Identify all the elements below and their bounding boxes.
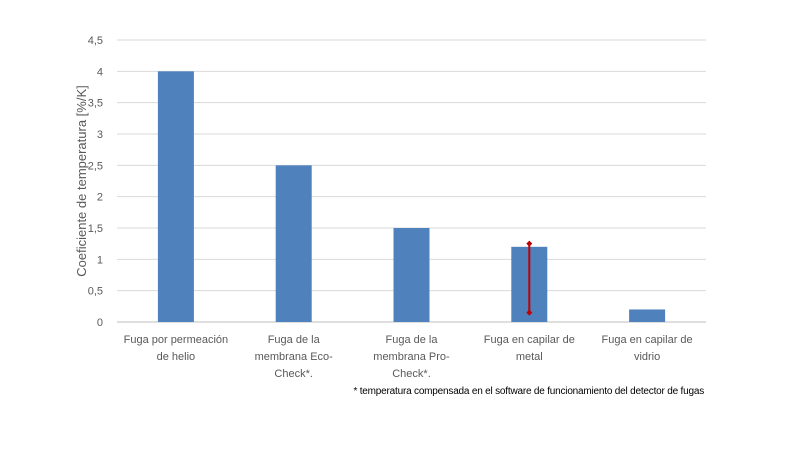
x-tick-label: vidrio [634,351,660,363]
y-tick-label: 1 [97,254,103,266]
x-tick-label: Fuga en capilar de [602,334,693,346]
x-tick-label: membrana Eco- [255,351,334,363]
bar [393,228,430,322]
y-tick-label: 3,5 [88,98,103,110]
x-tick-label: metal [516,351,543,363]
y-tick-label: 0,5 [88,286,103,298]
bar [157,71,194,322]
y-axis-label: Coeficiente de temperatura [%/K] [74,85,89,277]
x-tick-label: Fuga en capilar de [484,334,575,346]
y-tick-label: 0 [97,317,103,329]
x-tick-label: membrana Pro- [373,351,450,363]
bar [629,309,666,322]
x-tick-label: Fuga por permeación [124,334,229,346]
x-tick-label: Fuga de la [268,334,321,346]
y-tick-label: 1,5 [88,223,103,235]
error-bar-cap-bottom [526,309,533,316]
y-tick-label: 4,5 [88,35,103,47]
y-tick-label: 4 [97,66,103,78]
y-tick-label: 2,5 [88,160,103,172]
y-tick-label: 2 [97,192,103,204]
x-tick-label: Fuga de la [386,334,439,346]
y-tick-label: 3 [97,129,103,141]
bar [275,165,312,322]
x-tick-label: de helio [157,351,196,363]
error-bar-cap-top [526,240,533,247]
x-tick-label: Check*. [274,368,313,380]
x-tick-label: Check*. [392,368,431,380]
chart-footnote: * temperatura compensada en el software … [353,386,704,397]
